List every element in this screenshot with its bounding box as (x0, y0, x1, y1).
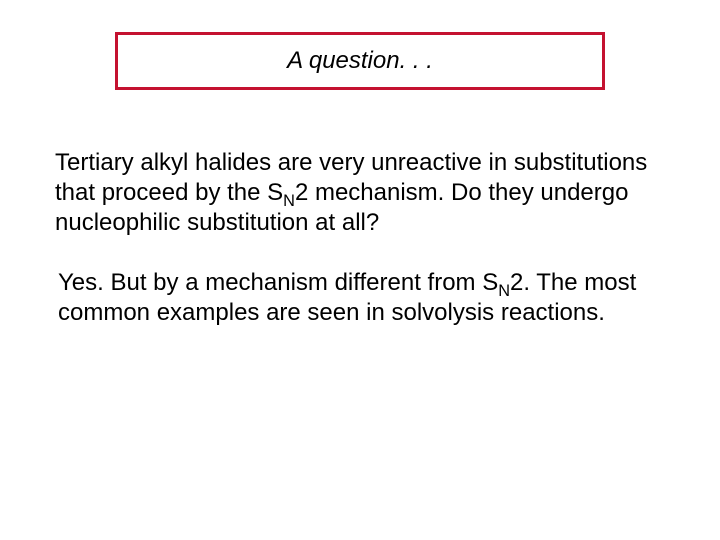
paragraph-question: Tertiary alkyl halides are very unreacti… (55, 148, 675, 238)
para1-subscript: N (283, 192, 295, 210)
title-text: A question. . . (287, 47, 433, 75)
para2-part-a: Yes. But by a mechanism different from S (58, 269, 498, 296)
para2-subscript: N (498, 282, 510, 300)
title-box: A question. . . (115, 32, 605, 90)
paragraph-answer: Yes. But by a mechanism different from S… (58, 268, 678, 328)
